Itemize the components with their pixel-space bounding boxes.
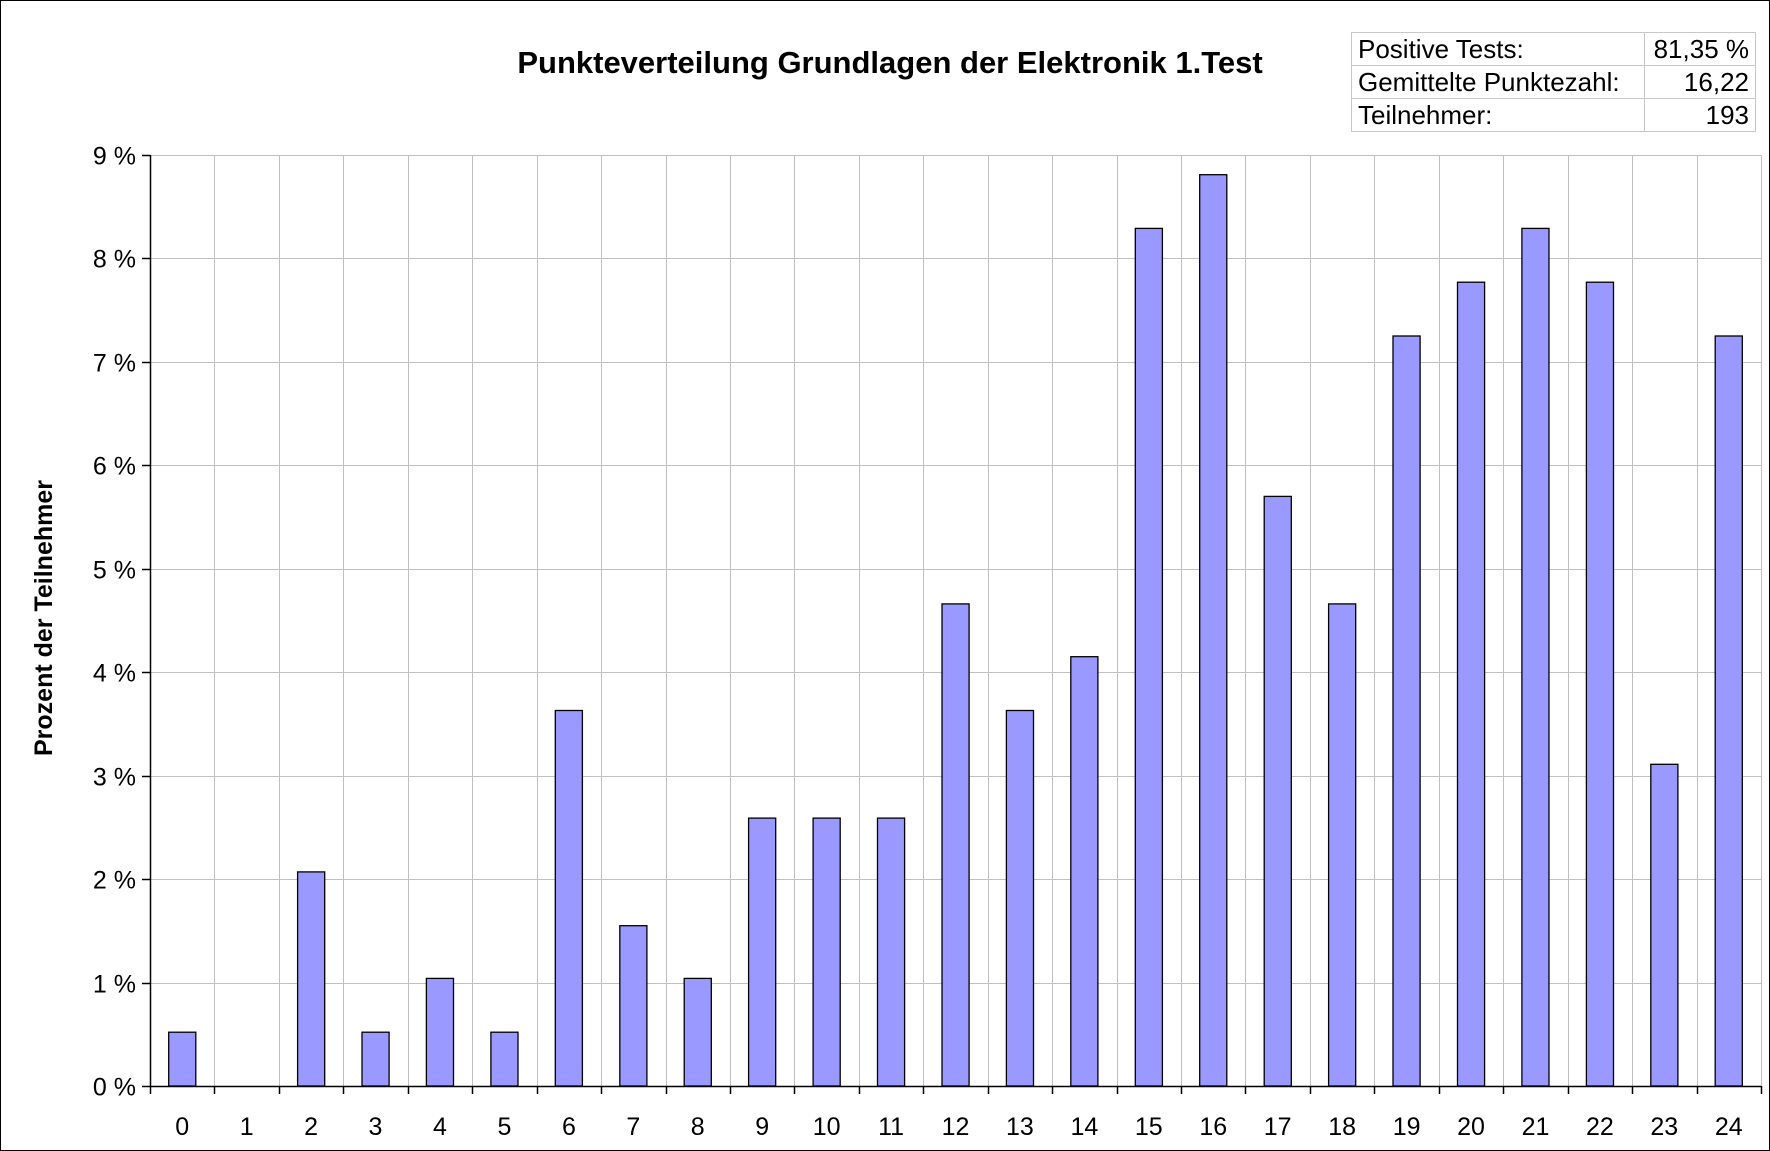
y-tick-label: 5 % <box>93 557 136 585</box>
y-tick-label: 3 % <box>93 764 136 792</box>
bar-2 <box>296 871 326 1087</box>
stats-value: 16,22 <box>1644 65 1756 99</box>
bar-24 <box>1714 335 1743 1087</box>
x-tick-label: 17 <box>1264 1113 1292 1141</box>
x-tick-label: 2 <box>304 1113 318 1141</box>
y-tick-label: 7 % <box>93 350 136 378</box>
bar-3 <box>361 1031 390 1087</box>
x-tick-label: 9 <box>755 1113 769 1141</box>
y-tick-label: 4 % <box>93 660 136 688</box>
x-tick-label: 5 <box>497 1113 511 1141</box>
bar-4 <box>425 977 455 1087</box>
bar-18 <box>1327 603 1357 1087</box>
y-tick-label: 0 % <box>93 1074 136 1102</box>
bar-13 <box>1005 709 1035 1087</box>
bar-0 <box>168 1031 197 1087</box>
stats-label: Positive Tests: <box>1351 32 1645 66</box>
stats-value: 193 <box>1644 98 1756 132</box>
x-tick-label: 22 <box>1586 1113 1614 1141</box>
x-tick-label: 16 <box>1199 1113 1227 1141</box>
bar-6 <box>554 709 584 1087</box>
bar-17 <box>1263 495 1292 1087</box>
bar-8 <box>683 977 712 1087</box>
x-tick-label: 19 <box>1393 1113 1421 1141</box>
grid-lines <box>150 155 1762 1086</box>
bar-16 <box>1199 174 1228 1087</box>
bar-9 <box>747 817 777 1087</box>
y-axis-label: Prozent der Teilnehmer <box>30 480 58 756</box>
bar-21 <box>1521 227 1550 1087</box>
stats-label: Teilnehmer: <box>1351 98 1645 132</box>
x-tick-label: 21 <box>1522 1113 1550 1141</box>
bar-20 <box>1456 281 1486 1087</box>
bar-10 <box>812 817 841 1087</box>
x-tick-label: 14 <box>1070 1113 1098 1141</box>
bar-11 <box>876 817 906 1087</box>
x-tick-label: 15 <box>1135 1113 1163 1141</box>
x-tick-label: 10 <box>813 1113 841 1141</box>
stats-value: 81,35 % <box>1644 32 1756 66</box>
y-tick-label: 1 % <box>93 971 136 999</box>
x-tick-label: 7 <box>626 1113 640 1141</box>
y-tick-label: 9 % <box>93 143 136 171</box>
stats-table: Positive Tests: 81,35 % Gemittelte Punkt… <box>1351 32 1756 132</box>
bar-12 <box>941 603 970 1087</box>
x-tick-label: 4 <box>433 1113 447 1141</box>
stats-row-positive-tests: Positive Tests: 81,35 % <box>1351 32 1756 66</box>
chart-title: Punkteverteilung Grundlagen der Elektron… <box>517 45 1262 80</box>
tick-labels: 0 %1 %2 %3 %4 %5 %6 %7 %8 %9 %0 1 2 3 4 5 6 7 8 9… <box>93 143 1743 1142</box>
bar-14 <box>1070 656 1099 1087</box>
bar-15 <box>1134 227 1164 1087</box>
x-tick-label: 12 <box>942 1113 970 1141</box>
y-tick-label: 2 % <box>93 867 136 895</box>
y-tick-label: 8 % <box>93 246 136 274</box>
stats-row-average-points: Gemittelte Punktezahl: 16,22 <box>1351 65 1756 99</box>
stats-row-participants: Teilnehmer: 193 <box>1351 98 1756 132</box>
x-tick-label: 20 <box>1457 1113 1485 1141</box>
x-tick-label: 3 <box>369 1113 383 1141</box>
bar-22 <box>1585 281 1615 1087</box>
x-tick-label: 0 <box>175 1113 189 1141</box>
x-tick-label: 6 <box>562 1113 576 1141</box>
bar-19 <box>1392 335 1421 1087</box>
x-tick-label: 24 <box>1715 1113 1743 1141</box>
x-tick-label: 13 <box>1006 1113 1034 1141</box>
axes <box>142 154 1763 1094</box>
x-tick-label: 18 <box>1328 1113 1356 1141</box>
bar-5 <box>490 1031 519 1087</box>
x-tick-label: 11 <box>878 1113 904 1141</box>
x-tick-label: 23 <box>1650 1113 1678 1141</box>
bar-23 <box>1650 763 1679 1087</box>
x-tick-label: 8 <box>691 1113 705 1141</box>
stats-label: Gemittelte Punktezahl: <box>1351 65 1645 99</box>
x-tick-label: 1 <box>240 1113 254 1141</box>
y-tick-label: 6 % <box>93 453 136 481</box>
bar-7 <box>619 925 648 1087</box>
